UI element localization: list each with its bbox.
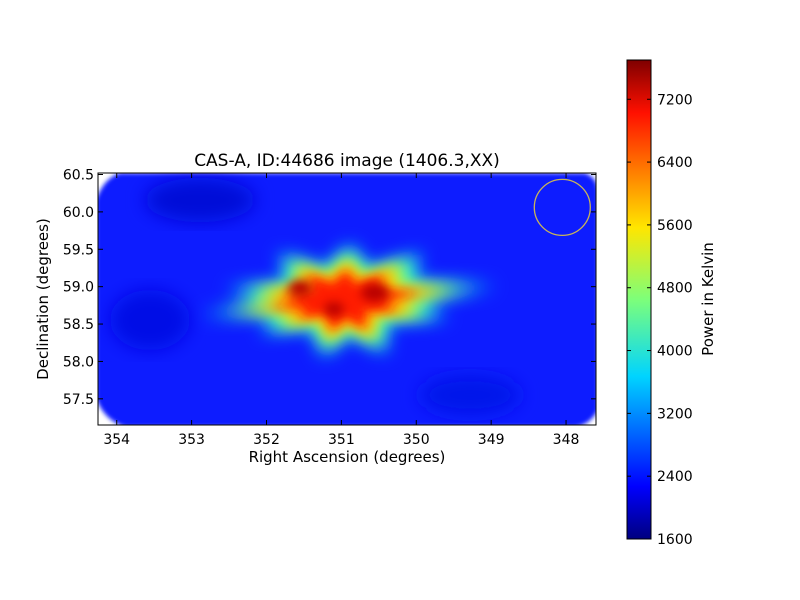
x-tick-label: 352 [253,432,280,448]
colorbar-tick-label: 4000 [657,344,693,360]
y-tick-label: 60.5 [63,167,94,183]
source-contour [269,271,420,329]
x-tick-label: 354 [103,432,130,448]
chart-title: CAS-A, ID:44686 image (1406.3,XX) [194,151,500,171]
colorbar-tick-label: 6400 [657,155,693,171]
x-tick-label: 349 [478,432,505,448]
colorbar-label: Power in Kelvin [699,242,717,356]
source-peak [361,283,390,302]
y-tick-label: 58.0 [63,354,94,370]
y-axis-label: Declination (degrees) [34,218,52,380]
colorbar-tick-label: 7200 [657,92,693,108]
x-axis: 354 353 352 351 350 349 348 [103,173,579,448]
colorbar-tick-label: 3200 [657,406,693,422]
x-axis-label: Right Ascension (degrees) [249,448,446,466]
source-peak [323,302,344,317]
y-tick-label: 57.5 [63,392,94,408]
y-tick-label: 59.5 [63,242,94,258]
colorbar-gradient [626,59,652,540]
plot-frame [97,172,597,426]
y-axis: 57.5 58.0 58.5 59.0 59.5 60.0 60.5 [63,167,596,408]
y-tick-label: 58.5 [63,317,94,333]
x-tick-label: 351 [328,432,355,448]
source-peak [288,280,313,297]
beam-marker [533,178,591,237]
x-tick-label: 348 [553,432,580,448]
y-tick-label: 59.0 [63,280,94,296]
colorbar-tick-label: 4800 [657,281,693,297]
colorbar-tick-label: 1600 [657,532,693,548]
colorbar: 1600 2400 3200 4000 4800 5600 6400 7200 Power i… [626,59,717,548]
heatmap-image [98,173,596,425]
colorbar-ticks: 1600 2400 3200 4000 4800 5600 6400 7200 [627,92,693,548]
x-tick-label: 353 [178,432,205,448]
colorbar-tick-label: 2400 [657,469,693,485]
y-tick-label: 60.0 [63,205,94,221]
colorbar-tick-label: 5600 [657,218,693,234]
x-tick-label: 350 [403,432,430,448]
